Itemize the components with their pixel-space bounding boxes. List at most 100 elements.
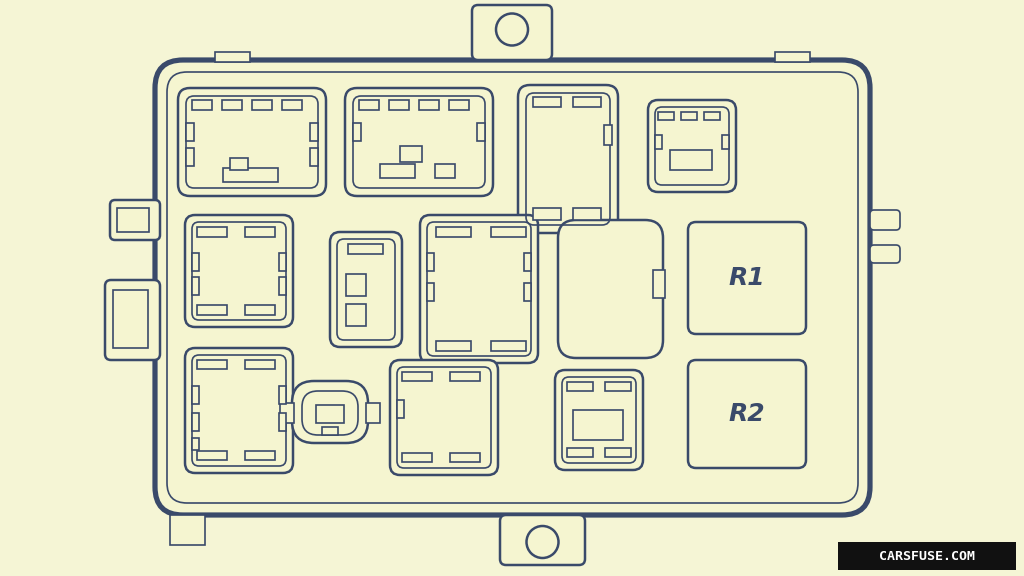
Bar	[197, 360, 227, 369]
Bar	[605, 382, 631, 391]
Bar	[346, 274, 366, 296]
FancyBboxPatch shape	[178, 88, 326, 196]
Bar	[215, 52, 250, 62]
Bar	[245, 227, 275, 237]
FancyBboxPatch shape	[518, 85, 618, 233]
FancyBboxPatch shape	[648, 100, 736, 192]
Bar	[245, 451, 275, 460]
Bar	[310, 123, 318, 141]
Bar	[402, 372, 432, 381]
Bar	[223, 168, 278, 182]
Bar	[193, 438, 199, 450]
Bar	[170, 515, 205, 545]
Bar	[775, 52, 810, 62]
Bar	[573, 97, 601, 107]
Bar	[197, 227, 227, 237]
Bar	[604, 125, 612, 145]
Bar	[534, 208, 561, 220]
Bar	[567, 448, 593, 457]
Bar	[113, 290, 148, 348]
FancyBboxPatch shape	[555, 370, 643, 470]
FancyBboxPatch shape	[472, 5, 552, 60]
Bar	[193, 253, 199, 271]
Bar	[427, 253, 434, 271]
FancyBboxPatch shape	[185, 348, 293, 473]
Bar	[282, 100, 302, 110]
Bar	[279, 386, 286, 404]
Bar	[605, 448, 631, 457]
Bar	[573, 208, 601, 220]
Bar	[436, 227, 471, 237]
Bar	[222, 100, 242, 110]
Bar	[658, 112, 674, 120]
Bar	[279, 277, 286, 295]
Bar	[193, 277, 199, 295]
Bar	[524, 283, 531, 301]
FancyBboxPatch shape	[688, 222, 806, 334]
Bar	[186, 123, 194, 141]
FancyBboxPatch shape	[155, 60, 870, 515]
Bar	[477, 123, 485, 141]
FancyBboxPatch shape	[688, 360, 806, 468]
FancyBboxPatch shape	[558, 220, 663, 358]
Bar	[197, 451, 227, 460]
Circle shape	[526, 526, 558, 558]
Bar	[435, 164, 455, 178]
FancyBboxPatch shape	[390, 360, 498, 475]
Bar	[280, 403, 294, 423]
Bar	[348, 244, 383, 254]
Bar	[245, 360, 275, 369]
Bar	[449, 100, 469, 110]
Bar	[197, 305, 227, 315]
FancyBboxPatch shape	[870, 245, 900, 263]
Bar	[245, 305, 275, 315]
Bar	[534, 97, 561, 107]
FancyBboxPatch shape	[500, 515, 585, 565]
Bar	[193, 413, 199, 431]
Bar	[681, 112, 697, 120]
Bar	[838, 542, 1016, 570]
Bar	[705, 112, 720, 120]
FancyBboxPatch shape	[330, 232, 402, 347]
Bar	[427, 283, 434, 301]
Bar	[524, 253, 531, 271]
Bar	[279, 253, 286, 271]
FancyBboxPatch shape	[110, 200, 160, 240]
Bar	[567, 382, 593, 391]
Bar	[193, 386, 199, 404]
FancyBboxPatch shape	[292, 381, 368, 443]
FancyBboxPatch shape	[870, 210, 900, 230]
Bar	[310, 148, 318, 166]
Bar	[655, 135, 662, 149]
Bar	[230, 158, 248, 170]
Bar	[252, 100, 272, 110]
FancyBboxPatch shape	[345, 88, 493, 196]
Bar	[366, 403, 380, 423]
Bar	[380, 164, 415, 178]
Bar	[722, 135, 729, 149]
Bar	[402, 453, 432, 462]
Bar	[397, 400, 404, 418]
FancyBboxPatch shape	[105, 280, 160, 360]
Bar	[450, 453, 480, 462]
Bar	[389, 100, 409, 110]
Bar	[573, 410, 623, 440]
Bar	[419, 100, 439, 110]
Bar	[316, 405, 344, 423]
Bar	[436, 341, 471, 351]
FancyBboxPatch shape	[185, 215, 293, 327]
Text: R2: R2	[729, 402, 765, 426]
Bar	[653, 270, 665, 298]
Text: CARSFUSE.COM: CARSFUSE.COM	[879, 550, 975, 563]
Bar	[117, 208, 150, 232]
Bar	[346, 304, 366, 326]
Bar	[490, 341, 526, 351]
Bar	[353, 123, 361, 141]
Bar	[450, 372, 480, 381]
Bar	[193, 100, 212, 110]
Bar	[359, 100, 379, 110]
Bar	[400, 146, 422, 162]
Bar	[279, 413, 286, 431]
FancyBboxPatch shape	[420, 215, 538, 363]
Bar	[186, 148, 194, 166]
